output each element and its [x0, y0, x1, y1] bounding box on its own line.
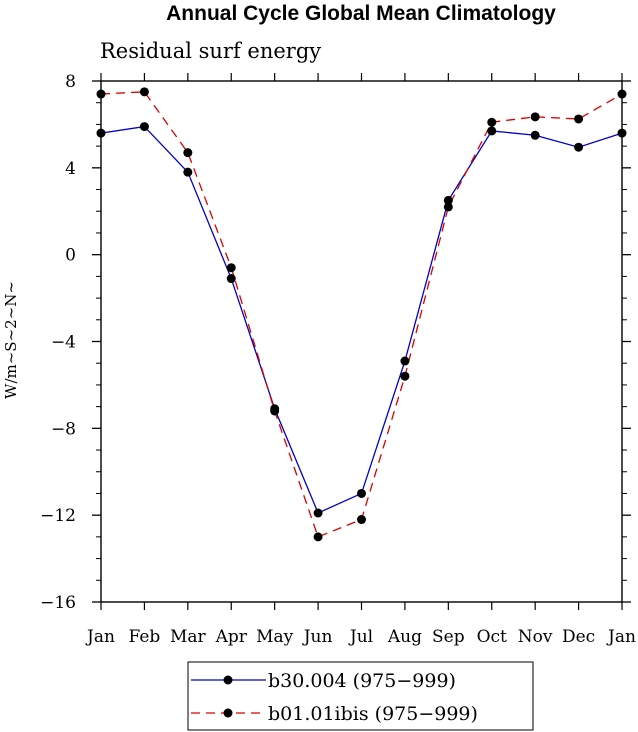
chart-subtitle: Residual surf energy	[100, 39, 321, 63]
data-point	[487, 126, 497, 136]
data-point	[183, 167, 193, 177]
chart-title: Annual Cycle Global Mean Climatology	[166, 2, 556, 25]
data-point	[139, 87, 149, 97]
y-tick-label: −16	[40, 593, 76, 613]
legend-label-2: b01.01ibis (975−999)	[268, 703, 478, 725]
legend-marker	[223, 708, 233, 718]
x-tick-label: Nov	[518, 627, 553, 647]
data-point	[443, 202, 453, 212]
x-tick-label: Apr	[215, 627, 248, 647]
data-point	[617, 89, 627, 99]
x-tick-label: Jun	[302, 627, 333, 647]
y-axis-label: W/m~S~2~N~	[2, 281, 20, 399]
data-point	[313, 508, 323, 518]
y-tick-label: 0	[65, 246, 76, 266]
x-tick-label: Jul	[348, 627, 373, 647]
data-point	[183, 148, 193, 158]
data-point	[574, 114, 584, 124]
x-tick-label: May	[256, 627, 294, 647]
data-point	[487, 117, 497, 127]
legend-box	[187, 661, 534, 731]
series-line-2	[100, 91, 623, 538]
data-point	[226, 263, 236, 273]
y-tick-label: 8	[65, 72, 76, 92]
data-point	[530, 130, 540, 140]
data-point	[530, 112, 540, 122]
x-tick-label: Aug	[387, 627, 422, 647]
data-point	[96, 128, 106, 138]
legend-label-1: b30.004 (975−999)	[268, 670, 456, 692]
data-point	[574, 142, 584, 152]
series-line-1	[100, 125, 623, 514]
data-point	[313, 532, 323, 542]
x-tick-label: Jan	[606, 627, 636, 647]
legend-marker	[223, 675, 233, 685]
data-point	[400, 371, 410, 381]
series-layer	[96, 87, 627, 542]
x-tick-label: Feb	[129, 627, 161, 647]
x-tick-label: Mar	[170, 627, 207, 647]
data-point	[270, 406, 280, 416]
data-point	[357, 515, 366, 525]
x-tick-label: Sep	[432, 627, 465, 647]
y-tick-label: 4	[65, 159, 76, 179]
x-tick-label: Jan	[85, 627, 115, 647]
x-tick-label: Oct	[477, 627, 507, 647]
legend: b30.004 (975−999) b01.01ibis (975−999)	[187, 661, 534, 731]
y-tick-label: −8	[51, 419, 76, 439]
axes: Jan Feb Mar Apr May Jun Jul Aug Sep Oct Nov Dec Jan 8…	[40, 72, 636, 647]
data-point	[400, 356, 410, 366]
data-point	[617, 128, 627, 138]
data-point	[357, 488, 366, 498]
data-point	[443, 195, 453, 205]
data-point	[96, 89, 106, 99]
data-point	[139, 122, 149, 132]
x-tick-label: Dec	[562, 627, 595, 647]
data-point	[226, 274, 236, 284]
y-tick-label: −4	[51, 333, 76, 353]
y-tick-label: −12	[40, 506, 76, 526]
